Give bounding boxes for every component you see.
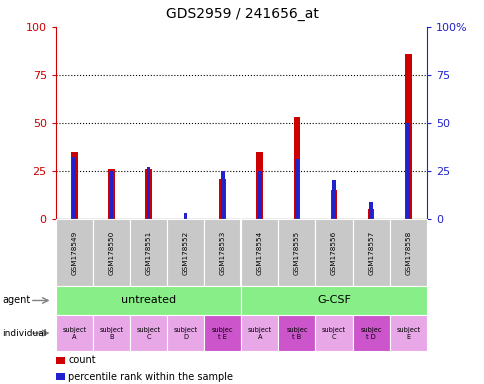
Text: G-CSF: G-CSF [317,295,350,306]
Text: subject
C: subject C [136,327,160,339]
Bar [404,54,411,219]
Bar [71,152,77,219]
Text: GSM178558: GSM178558 [405,230,410,275]
Bar [332,180,335,219]
Text: GSM178557: GSM178557 [367,230,373,275]
Bar [367,209,374,219]
Bar [406,123,409,219]
Text: agent: agent [2,295,30,306]
Bar [183,213,187,219]
Bar [145,169,151,219]
Text: subject
A: subject A [62,327,86,339]
Text: GSM178555: GSM178555 [293,230,299,275]
Text: subjec
t D: subjec t D [360,327,381,339]
Text: subject
A: subject A [247,327,272,339]
Bar [294,159,298,219]
Text: GSM178553: GSM178553 [219,230,225,275]
Text: GSM178551: GSM178551 [145,230,151,275]
Text: untreated: untreated [121,295,176,306]
Text: percentile rank within the sample: percentile rank within the sample [68,372,233,382]
Text: subjec
t B: subjec t B [286,327,307,339]
Text: individual: individual [2,329,46,338]
Text: GSM178554: GSM178554 [257,230,262,275]
Bar [368,202,372,219]
Text: GSM178552: GSM178552 [182,230,188,275]
Text: subject
C: subject C [321,327,346,339]
Bar [146,167,150,219]
Text: subject
E: subject E [395,327,420,339]
Bar [220,171,224,219]
Text: GSM178550: GSM178550 [108,230,114,275]
Bar [293,117,300,219]
Text: GSM178556: GSM178556 [331,230,336,275]
Text: GDS2959 / 241656_at: GDS2959 / 241656_at [166,7,318,21]
Text: GSM178549: GSM178549 [71,230,77,275]
Text: subjec
t E: subjec t E [212,327,233,339]
Bar [219,179,226,219]
Bar [257,171,261,219]
Bar [330,190,337,219]
Bar [109,171,113,219]
Bar [256,152,263,219]
Bar [108,169,115,219]
Text: count: count [68,356,96,366]
Text: subject
B: subject B [99,327,123,339]
Bar [72,157,76,219]
Text: subject
D: subject D [173,327,197,339]
